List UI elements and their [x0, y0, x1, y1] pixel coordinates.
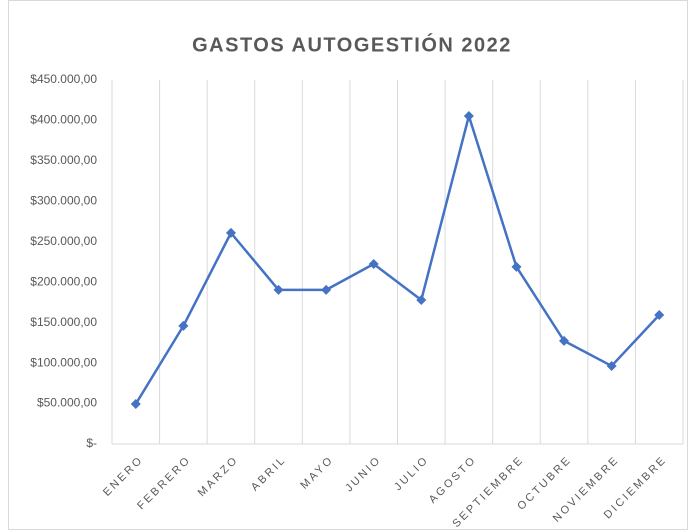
y-tick-label: $- — [86, 436, 97, 450]
marker — [463, 110, 474, 121]
y-tick-label: $150.000,00 — [30, 315, 97, 329]
marker — [511, 261, 522, 272]
y-tick-label: $100.000,00 — [30, 355, 97, 369]
marker — [273, 284, 284, 295]
marker — [178, 320, 189, 331]
y-tick-label: $350.000,00 — [30, 153, 97, 167]
marker — [654, 309, 665, 320]
y-tick-label: $400.000,00 — [30, 113, 97, 127]
marker — [559, 335, 570, 346]
y-tick-label: $50.000,00 — [37, 396, 97, 410]
marker — [416, 295, 427, 306]
y-tick-label: $250.000,00 — [30, 234, 97, 248]
chart-border — [8, 0, 688, 530]
marker — [321, 284, 332, 295]
marker — [606, 360, 617, 371]
marker — [368, 259, 379, 270]
chart-title: GASTOS AUTOGESTIÓN 2022 — [192, 32, 512, 56]
y-tick-label: $300.000,00 — [30, 194, 97, 208]
y-tick-label: $450.000,00 — [30, 72, 97, 86]
marker — [130, 398, 141, 409]
y-tick-label: $200.000,00 — [30, 274, 97, 288]
line — [134, 114, 661, 405]
marker — [225, 227, 236, 238]
